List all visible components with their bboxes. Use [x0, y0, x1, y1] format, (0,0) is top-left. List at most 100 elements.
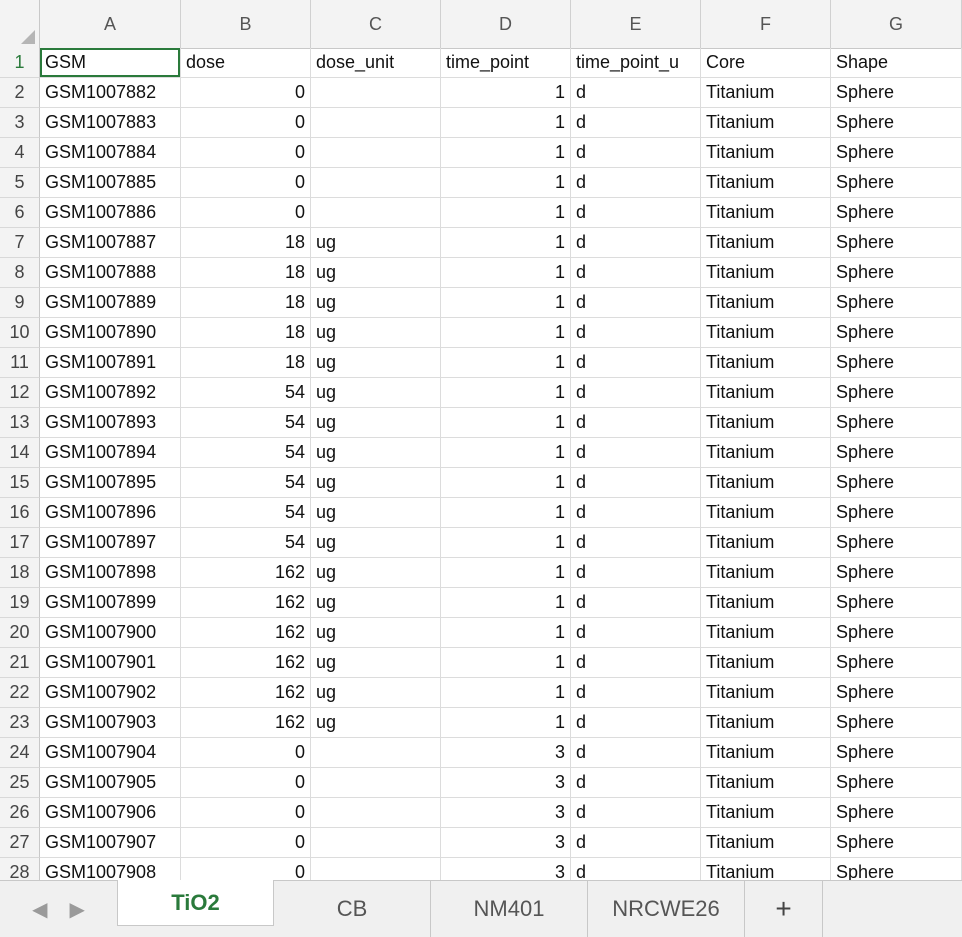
- row-header[interactable]: 10: [0, 318, 40, 348]
- cell-a[interactable]: GSM1007898: [40, 558, 181, 588]
- column-header-c[interactable]: C: [311, 0, 441, 48]
- cell-a[interactable]: GSM1007884: [40, 138, 181, 168]
- cell-a[interactable]: GSM1007905: [40, 768, 181, 798]
- cell-b[interactable]: 0: [181, 798, 311, 828]
- cell-g[interactable]: Sphere: [831, 708, 962, 738]
- row-header[interactable]: 15: [0, 468, 40, 498]
- cell-f[interactable]: Titanium: [701, 618, 831, 648]
- cell-c[interactable]: [311, 858, 441, 880]
- cell-a[interactable]: GSM1007896: [40, 498, 181, 528]
- cell-b[interactable]: 0: [181, 198, 311, 228]
- row-header[interactable]: 24: [0, 738, 40, 768]
- cell-e[interactable]: d: [571, 138, 701, 168]
- row-header[interactable]: 2: [0, 78, 40, 108]
- cell-c[interactable]: ug: [311, 438, 441, 468]
- cell-d[interactable]: 1: [441, 168, 571, 198]
- cell-g[interactable]: Sphere: [831, 798, 962, 828]
- cell-a[interactable]: GSM1007893: [40, 408, 181, 438]
- cell-a[interactable]: GSM1007908: [40, 858, 181, 880]
- cell-e[interactable]: d: [571, 768, 701, 798]
- cell-e[interactable]: d: [571, 168, 701, 198]
- cell-e[interactable]: d: [571, 198, 701, 228]
- cell-a[interactable]: GSM1007903: [40, 708, 181, 738]
- row-header[interactable]: 8: [0, 258, 40, 288]
- cell-a[interactable]: GSM1007902: [40, 678, 181, 708]
- cell-g[interactable]: Sphere: [831, 108, 962, 138]
- cell-b[interactable]: 162: [181, 618, 311, 648]
- cell-g[interactable]: Sphere: [831, 438, 962, 468]
- cell-c[interactable]: ug: [311, 618, 441, 648]
- row-header[interactable]: 21: [0, 648, 40, 678]
- cell-b[interactable]: 162: [181, 648, 311, 678]
- cell-b[interactable]: 0: [181, 828, 311, 858]
- cell-e[interactable]: d: [571, 498, 701, 528]
- cell-c[interactable]: ug: [311, 228, 441, 258]
- cell-a[interactable]: GSM1007906: [40, 798, 181, 828]
- cell-d[interactable]: 1: [441, 408, 571, 438]
- cell-a[interactable]: GSM1007894: [40, 438, 181, 468]
- cell-a[interactable]: GSM: [40, 48, 181, 78]
- cell-b[interactable]: 18: [181, 348, 311, 378]
- cell-g[interactable]: Sphere: [831, 558, 962, 588]
- cell-d[interactable]: 3: [441, 858, 571, 880]
- cell-b[interactable]: 0: [181, 138, 311, 168]
- cell-c[interactable]: [311, 108, 441, 138]
- column-header-a[interactable]: A: [40, 0, 181, 48]
- cell-c[interactable]: ug: [311, 498, 441, 528]
- cell-c[interactable]: [311, 78, 441, 108]
- row-header[interactable]: 6: [0, 198, 40, 228]
- cell-f[interactable]: Titanium: [701, 558, 831, 588]
- cell-b[interactable]: 162: [181, 678, 311, 708]
- cell-f[interactable]: Titanium: [701, 858, 831, 880]
- cell-e[interactable]: d: [571, 468, 701, 498]
- column-header-d[interactable]: D: [441, 0, 571, 48]
- add-sheet-button[interactable]: +: [745, 881, 823, 937]
- cell-f[interactable]: Titanium: [701, 528, 831, 558]
- cell-f[interactable]: Titanium: [701, 408, 831, 438]
- row-header[interactable]: 23: [0, 708, 40, 738]
- cell-d[interactable]: 1: [441, 288, 571, 318]
- row-header[interactable]: 4: [0, 138, 40, 168]
- cell-b[interactable]: 0: [181, 858, 311, 880]
- prev-sheet-icon[interactable]: ◀: [32, 898, 48, 921]
- cell-e[interactable]: d: [571, 408, 701, 438]
- cell-f[interactable]: Titanium: [701, 468, 831, 498]
- cell-c[interactable]: ug: [311, 378, 441, 408]
- cell-g[interactable]: Sphere: [831, 138, 962, 168]
- cell-a[interactable]: GSM1007899: [40, 588, 181, 618]
- cell-f[interactable]: Titanium: [701, 228, 831, 258]
- cell-b[interactable]: 54: [181, 378, 311, 408]
- cell-c[interactable]: ug: [311, 528, 441, 558]
- cell-e[interactable]: d: [571, 618, 701, 648]
- cell-f[interactable]: Titanium: [701, 258, 831, 288]
- sheet-tab-nm401[interactable]: NM401: [431, 881, 588, 937]
- cell-c[interactable]: [311, 738, 441, 768]
- cell-d[interactable]: 1: [441, 588, 571, 618]
- cell-d[interactable]: 1: [441, 138, 571, 168]
- cell-g[interactable]: Sphere: [831, 408, 962, 438]
- cell-f[interactable]: Titanium: [701, 798, 831, 828]
- select-all-corner[interactable]: [0, 0, 40, 48]
- cell-e[interactable]: d: [571, 558, 701, 588]
- cell-e[interactable]: d: [571, 798, 701, 828]
- cell-g[interactable]: Sphere: [831, 258, 962, 288]
- cell-f[interactable]: Titanium: [701, 588, 831, 618]
- cell-g[interactable]: Sphere: [831, 678, 962, 708]
- cell-d[interactable]: 1: [441, 618, 571, 648]
- cell-g[interactable]: Sphere: [831, 78, 962, 108]
- cell-a[interactable]: GSM1007892: [40, 378, 181, 408]
- cell-c[interactable]: ug: [311, 318, 441, 348]
- column-header-e[interactable]: E: [571, 0, 701, 48]
- row-header[interactable]: 13: [0, 408, 40, 438]
- cell-g[interactable]: Sphere: [831, 168, 962, 198]
- next-sheet-icon[interactable]: ▶: [69, 898, 85, 921]
- cell-d[interactable]: 1: [441, 378, 571, 408]
- row-header[interactable]: 1: [0, 48, 40, 78]
- cell-g[interactable]: Sphere: [831, 228, 962, 258]
- cell-d[interactable]: 1: [441, 558, 571, 588]
- row-header[interactable]: 20: [0, 618, 40, 648]
- cell-d[interactable]: 1: [441, 348, 571, 378]
- cell-d[interactable]: 1: [441, 468, 571, 498]
- cell-e[interactable]: d: [571, 228, 701, 258]
- cell-g[interactable]: Sphere: [831, 768, 962, 798]
